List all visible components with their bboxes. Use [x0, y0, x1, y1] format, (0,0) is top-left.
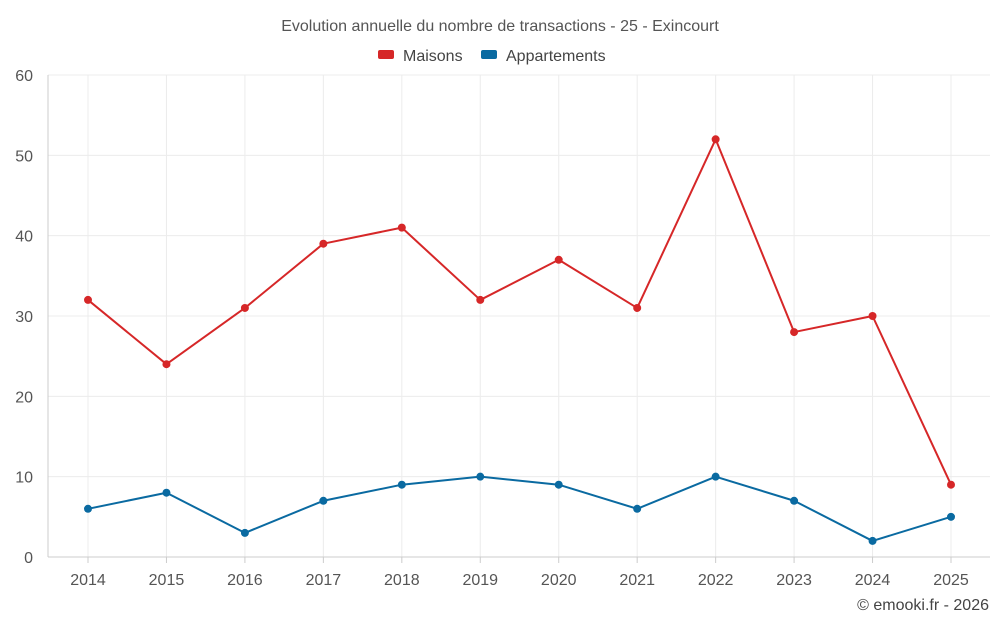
point-appartements-2019[interactable]	[476, 472, 485, 481]
y-tick-label-20: 20	[15, 389, 33, 406]
x-tick-label-2025: 2025	[933, 572, 969, 589]
point-appartements-2025[interactable]	[947, 512, 955, 521]
y-tick-label-40: 40	[15, 229, 33, 246]
x-tick-label-2018: 2018	[384, 572, 420, 589]
grid	[48, 74, 990, 557]
point-maisons-2017[interactable]	[319, 239, 328, 248]
point-appartements-2021[interactable]	[633, 504, 642, 513]
y-tick-label-30: 30	[15, 309, 33, 326]
point-maisons-2014[interactable]	[84, 295, 92, 304]
point-maisons-2018[interactable]	[397, 223, 406, 232]
x-tick-label-2024: 2024	[855, 572, 891, 589]
x-tick-label-2020: 2020	[541, 572, 577, 589]
point-appartements-2016[interactable]	[240, 528, 249, 537]
x-tick-label-2016: 2016	[227, 572, 263, 589]
series-appartements	[84, 472, 955, 545]
series-line-maisons	[87, 138, 952, 486]
legend-swatch-appartements	[481, 50, 497, 59]
y-tick-label-10: 10	[15, 470, 33, 487]
legend-label-appartements: Appartements	[506, 48, 606, 65]
legend-swatch-maisons	[378, 50, 394, 59]
point-appartements-2014[interactable]	[84, 504, 92, 513]
y-tick-label-0: 0	[24, 550, 33, 567]
legend-item-maisons[interactable]: Maisons	[378, 48, 463, 65]
point-appartements-2024[interactable]	[868, 536, 877, 545]
x-tick-label-2015: 2015	[149, 572, 185, 589]
point-maisons-2023[interactable]	[790, 328, 799, 337]
point-maisons-2015[interactable]	[162, 360, 171, 369]
y-tick-label-50: 50	[15, 148, 33, 165]
x-tick-label-2017: 2017	[306, 572, 342, 589]
credit-text: © emooki.fr - 2026	[857, 597, 989, 614]
point-appartements-2017[interactable]	[319, 496, 328, 505]
series-maisons	[84, 135, 955, 489]
point-appartements-2020[interactable]	[554, 480, 563, 489]
point-appartements-2015[interactable]	[162, 488, 171, 497]
series-line-appartements	[87, 475, 952, 542]
y-tick-label-60: 60	[15, 68, 33, 85]
legend-item-appartements[interactable]: Appartements	[481, 48, 606, 65]
x-tick-label-2023: 2023	[776, 572, 812, 589]
x-tick-label-2014: 2014	[70, 572, 106, 589]
point-appartements-2018[interactable]	[397, 480, 406, 489]
x-tick-label-2019: 2019	[462, 572, 498, 589]
legend: Maisons Appartements	[378, 48, 606, 65]
axes: 0 10 20 30 40 50 60 2014 2015 2016 2017 2018 2019 202…	[15, 68, 990, 589]
point-maisons-2016[interactable]	[240, 303, 249, 312]
point-maisons-2025[interactable]	[947, 480, 955, 489]
point-appartements-2022[interactable]	[711, 472, 720, 481]
x-tick-label-2022: 2022	[698, 572, 734, 589]
point-maisons-2024[interactable]	[868, 312, 877, 320]
point-appartements-2023[interactable]	[790, 496, 799, 505]
point-maisons-2020[interactable]	[554, 255, 563, 264]
point-maisons-2021[interactable]	[633, 303, 642, 312]
series	[84, 135, 955, 545]
point-maisons-2022[interactable]	[711, 135, 720, 144]
point-maisons-2019[interactable]	[476, 295, 485, 304]
chart-title: Evolution annuelle du nombre de transact…	[281, 18, 719, 35]
legend-label-maisons: Maisons	[403, 48, 463, 65]
x-tick-label-2021: 2021	[619, 572, 655, 589]
